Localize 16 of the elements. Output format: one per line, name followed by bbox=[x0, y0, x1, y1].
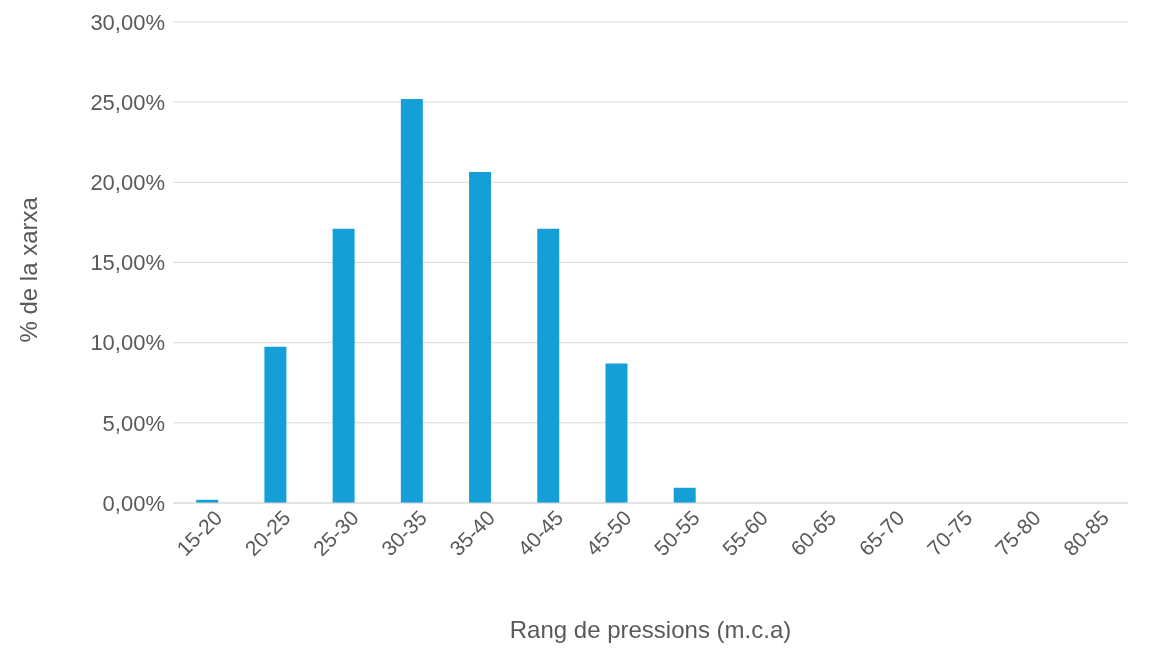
bar bbox=[332, 228, 355, 503]
y-tick-label: 20,00% bbox=[90, 170, 165, 196]
bar bbox=[400, 98, 423, 503]
bar bbox=[469, 171, 492, 503]
bar bbox=[537, 228, 560, 503]
y-tick-label: 25,00% bbox=[90, 89, 165, 115]
bar bbox=[264, 346, 287, 503]
bar bbox=[605, 363, 628, 503]
y-tick-label: 5,00% bbox=[102, 410, 165, 436]
y-tick-label: 30,00% bbox=[90, 9, 165, 35]
x-axis-title: Rang de pressions (m.c.a) bbox=[509, 616, 792, 643]
bar bbox=[673, 487, 696, 503]
y-axis-title: % de la xarxa bbox=[14, 196, 42, 343]
y-tick-label: 10,00% bbox=[90, 330, 165, 356]
y-tick-label: 15,00% bbox=[90, 250, 165, 276]
y-tick-label: 0,00% bbox=[102, 490, 165, 516]
